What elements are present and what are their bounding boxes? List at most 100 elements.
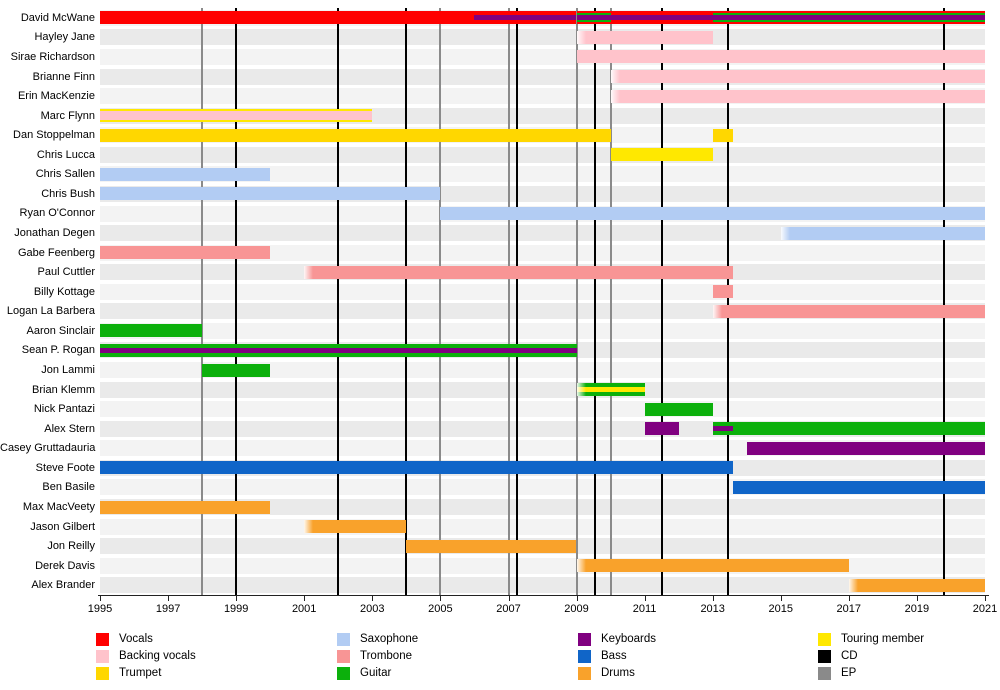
member-label: Paul Cuttler [37, 266, 95, 279]
row-stripe [100, 322, 985, 339]
member-label: Max MacVeety [22, 501, 95, 513]
legend-swatch-touring [818, 633, 831, 646]
member-label: Jon Lammi [41, 364, 95, 376]
timeline-bar-trombone [304, 265, 734, 279]
timeline-bar-guitar [100, 343, 577, 357]
legend-label: Vocals [119, 633, 153, 645]
member-label: Logan La Barbera [6, 305, 95, 318]
axis-tick [712, 596, 714, 601]
timeline-bar-drums [304, 520, 407, 533]
timeline-bar-trombone [712, 304, 985, 318]
legend-swatch-drums [578, 667, 591, 680]
legend-label: CD [841, 650, 858, 662]
timeline-bar-trombone [712, 285, 734, 299]
axis-year-label: 2015 [768, 603, 794, 615]
member-label: Gabe Feenberg [17, 246, 95, 259]
legend-swatch-saxophone [337, 633, 350, 646]
member-label: Steve Foote [35, 461, 95, 474]
timeline-bar-touring [610, 148, 713, 162]
member-label: Sirae Richardson [10, 50, 95, 63]
axis-baseline [98, 595, 989, 596]
timeline-bar-trumpet [100, 128, 611, 142]
release-line-ep [609, 8, 612, 595]
release-line-ep [201, 8, 204, 595]
row-stripe [100, 283, 985, 300]
timeline-bar-backing_vocals [576, 50, 985, 64]
axis-year-label: 2019 [904, 603, 930, 615]
legend-swatch-vocals [96, 633, 109, 646]
release-line-ep [575, 8, 578, 595]
member-label: Alex Brander [31, 579, 95, 592]
row-stripe [100, 244, 985, 261]
timeline-bar-drums [848, 578, 985, 592]
timeline-bar-trombone [100, 246, 271, 260]
legend-label: Saxophone [360, 633, 419, 645]
legend-label: Touring member [841, 633, 925, 645]
release-line-cd [943, 8, 946, 595]
row-stripe [100, 381, 985, 398]
axis-year-label: 2011 [632, 603, 657, 615]
timeline-bar-trumpet [712, 128, 734, 142]
legend-label: Drums [601, 667, 635, 679]
bar-inner-backing_vocals [100, 111, 373, 121]
axis-year-label: 2005 [428, 603, 453, 615]
row-stripe [100, 577, 985, 594]
timeline-bar-guitar [712, 422, 734, 436]
member-label: Nick Pantazi [33, 403, 95, 416]
member-label: Erin MacKenzie [17, 90, 95, 102]
legend-swatch-keyboards [578, 633, 591, 646]
bar-stripe-touring [576, 387, 645, 393]
bar-stripe-keyboards [712, 426, 734, 432]
timeline-bar-vocals [100, 11, 475, 25]
member-label: Brianne Finn [32, 70, 95, 83]
timeline-bar-backing_vocals [610, 70, 985, 83]
legend-swatch-guitar [337, 667, 350, 680]
legend-label: Trumpet [119, 667, 162, 679]
axis-tick [440, 596, 442, 601]
legend-swatch-ep_line [818, 667, 831, 680]
member-label: Dan Stoppelman [13, 129, 95, 142]
timeline-bar-drums [100, 500, 271, 514]
row-stripe [100, 29, 985, 46]
timeline-bar-guitar [644, 402, 713, 416]
axis-tick [576, 596, 578, 601]
timeline-bar-vocals [712, 11, 985, 25]
legend-swatch-cd_line [818, 650, 831, 663]
timeline-bar-backing_vocals [576, 30, 713, 44]
timeline-bar-keyboards [746, 441, 985, 455]
axis-tick [304, 596, 306, 601]
legend-swatch-trumpet [96, 667, 109, 680]
legend-label: Trombone [360, 650, 412, 662]
member-label: Chris Lucca [36, 148, 95, 161]
axis-year-label: 2003 [360, 603, 385, 615]
bar-fade-left [712, 304, 722, 318]
member-label: Jonathan Degen [14, 227, 95, 239]
bar-stripe-keyboards [474, 15, 577, 21]
bar-fade-left [576, 30, 586, 44]
timeline-bar-guitar [733, 422, 985, 436]
axis-year-label: 1995 [87, 603, 113, 615]
member-label: Billy Kottage [33, 285, 95, 298]
legend-label: Backing vocals [119, 650, 196, 662]
bar-fade-left [780, 226, 790, 240]
member-label: Derek Davis [35, 559, 95, 572]
row-stripe [100, 401, 985, 418]
axis-tick [985, 596, 986, 601]
timeline-bar-keyboards [644, 422, 679, 436]
member-label: Brian Klemm [32, 383, 95, 396]
member-label: Jon Reilly [47, 540, 95, 553]
bar-fade-left [576, 559, 586, 573]
release-line-ep [439, 8, 442, 595]
axis-tick [236, 596, 238, 601]
axis-tick [168, 596, 170, 601]
legend-label: EP [841, 667, 857, 679]
timeline-bar-saxophone [440, 206, 985, 220]
axis-year-label: 2017 [836, 603, 862, 615]
member-label: Ben Basile [42, 481, 95, 494]
release-line-cd [660, 8, 663, 595]
